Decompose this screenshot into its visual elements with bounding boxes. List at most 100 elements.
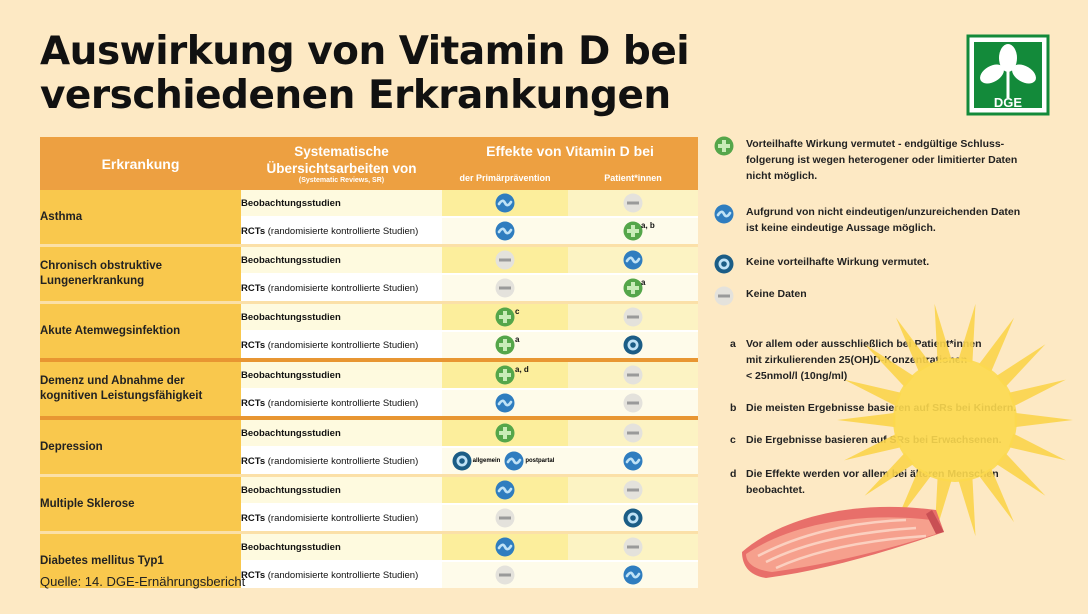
disease-name-line-1: Asthma [40,210,83,223]
nodata-icon [623,365,643,385]
obs-patients-cell [568,475,698,505]
disease-name-line-1: Demenz und Abnahme der [40,375,185,387]
tilde-icon [495,393,515,413]
plus-icon [495,365,515,385]
split-label-general: allgemein [472,458,501,464]
sun-ray [1008,433,1066,461]
disease-cell: Diabetes mellitus Typ1 [40,532,241,588]
study-type-observational: Beobachtungsstudien [241,360,442,390]
obs-primary-cell [442,475,568,505]
tilde-icon [495,480,515,500]
logo-text: DGE [994,95,1023,110]
tilde-icon [504,451,524,471]
rct-primary-footnote: a [515,335,520,344]
plus-icon [623,221,643,241]
tilde-icon [714,204,734,224]
obs-patients-cell [568,245,698,275]
salmon-illustration [742,506,944,578]
table-row: RCTs (randomisierte kontrollierte Studie… [40,331,698,362]
title-line-1: Auswirkung von Vitamin D bei [40,29,690,74]
sun-ray [1014,412,1073,428]
header-primary-prevention: der Primärprävention [442,165,568,190]
table-row: Akute Atemwegsinfektion Beobachtungsstud… [40,302,698,362]
none-icon [623,508,643,528]
study-type-observational: Beobachtungsstudien [241,245,442,275]
footnote-key: c [730,434,736,446]
sun-illustration [837,303,1073,537]
tilde-icon [495,193,515,213]
footnote-key: b [730,402,737,414]
obs-patients-cell [568,190,698,218]
rct-patients-footnote: a, b [641,221,655,230]
table-row: RCTs (randomisierte kontrollierte Studie… [40,274,698,304]
effects-table: Erkrankung Systematische Übersichtsarbei… [40,137,698,588]
nodata-icon [495,508,515,528]
sun-ray [844,379,902,407]
plus-icon [495,423,515,443]
obs-primary-cell [442,190,568,218]
nodata-icon [623,480,643,500]
obs-primary-cell [442,532,568,562]
nodata-icon [623,307,643,327]
table-row: Diabetes mellitus Typ1 Beobachtungsstudi… [40,532,698,588]
disease-name-line-2: kognitiven Leistungsfähigkeit [40,390,203,402]
sun-ray [844,433,902,461]
nodata-icon [623,537,643,557]
header-sr-line-1: Systematische [294,143,389,159]
study-type-rct: RCTs (randomisierte kontrollierte Studie… [241,389,442,420]
none-icon [623,335,643,355]
table-row: Chronisch obstruktive Lungenerkrankung Be… [40,245,698,304]
rct-patients-cell [568,389,698,420]
rct-primary-cell [442,504,568,534]
sun-ray [864,452,914,496]
sun-ray [978,468,1014,523]
rct-patients-cell [568,504,698,534]
disease-cell: Multiple Sklerose [40,475,241,534]
study-type-rct: RCTs (randomisierte kontrollierte Studie… [241,217,442,247]
plus-icon [623,278,643,298]
sun-ray [958,303,976,363]
nodata-icon [623,193,643,213]
study-type-rct: RCTs (randomisierte kontrollierte Studie… [241,561,442,588]
title-line-2: verschiedenen Erkrankungen [40,73,671,118]
table-row: Multiple Sklerose Beobachtungsstudien [40,475,698,534]
table-row: RCTs (randomisierte kontrollierte Studie… [40,504,698,534]
disease-cell: Akute Atemwegsinfektion [40,302,241,362]
rct-patients-cell: a, b [568,217,698,247]
rct-patients-cell [568,447,698,477]
footnote-line: Vor allem oder ausschließlich bei Patien… [746,338,982,350]
obs-patients-cell [568,302,698,332]
plus-icon [714,136,734,156]
sun-ray [996,452,1046,496]
header-disease: Erkrankung [40,137,241,190]
sun-ray [896,317,932,372]
table-row: RCTs (randomisierte kontrollierte Studie… [40,447,698,477]
table-row: Demenz und Abnahme der kognitiven Leistun… [40,360,698,420]
study-type-rct: RCTs (randomisierte kontrollierte Studie… [241,447,442,477]
disease-cell: Asthma [40,190,241,247]
footnote-line: mit zirkulierenden 25(OH)D-Konzentration… [746,354,968,366]
legend-line: Keine vorteilhafte Wirkung vermutet. [746,256,930,268]
table-row: Depression Beobachtungsstudien [40,418,698,477]
disease-name-line-1: Chronisch obstruktive [40,260,163,272]
tilde-icon [495,221,515,241]
footnote-key: a [730,338,736,350]
rct-primary-cell: allgemein postpartal [442,447,568,477]
study-type-observational: Beobachtungsstudien [241,418,442,448]
study-type-rct: RCTs (randomisierte kontrollierte Studie… [241,504,442,534]
table-row: Asthma Beobachtungsstudien [40,190,698,247]
table-row: RCTs (randomisierte kontrollierte Studie… [40,561,698,588]
tilde-icon [623,250,643,270]
study-type-rct: RCTs (randomisierte kontrollierte Studie… [241,331,442,362]
tilde-icon [623,451,643,471]
tilde-icon [623,565,643,585]
header-sr-sub: (Systematic Reviews, SR) [298,176,385,184]
rct-primary-cell [442,274,568,304]
disease-name-line-1: Multiple Sklerose [40,497,135,510]
disease-name-line-1: Depression [40,440,103,453]
obs-primary-cell: c [442,302,568,332]
obs-patients-cell [568,360,698,390]
header-effects: Effekte von Vitamin D bei [442,137,698,165]
obs-primary-cell: a, d [442,360,568,390]
disease-name-line-2: Lungenerkrankung [40,275,145,287]
